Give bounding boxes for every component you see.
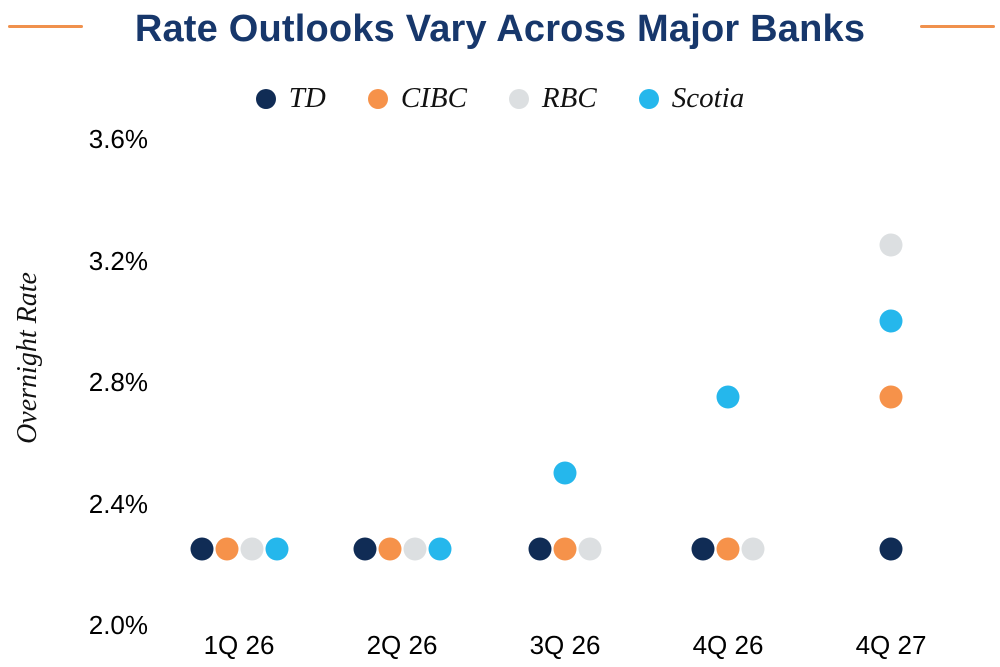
x-tick-label-4q-26: 4Q 26 xyxy=(692,630,764,660)
legend-item-cibc: CIBC xyxy=(367,82,467,114)
y-tick-label-2.0%: 2.0% xyxy=(88,610,148,640)
legend-item-rbc: RBC xyxy=(508,82,597,114)
chart-title: Rate Outlooks Vary Across Major Banks xyxy=(134,8,866,50)
data-point-rbc-2q-26 xyxy=(403,537,426,561)
x-tick-label-4q-27: 4Q 27 xyxy=(855,630,927,660)
x-tick-label-1q-26: 1Q 26 xyxy=(203,630,275,660)
title-rule-left-icon xyxy=(8,25,83,28)
data-point-rbc-4q-26 xyxy=(741,537,765,561)
legend-marker-rbc-icon xyxy=(508,88,529,109)
y-tick-label-2.4%: 2.4% xyxy=(88,488,148,519)
y-tick-label-2.8%: 2.8% xyxy=(88,367,148,397)
data-point-td-3q-26 xyxy=(528,537,552,561)
legend-label-td: TD xyxy=(288,82,326,114)
x-tick-label-2q-26: 2Q 26 xyxy=(366,630,438,660)
data-point-cibc-4q-26 xyxy=(716,537,740,561)
data-point-td-2q-26 xyxy=(353,537,376,561)
data-point-scotia-2q-26 xyxy=(428,537,451,561)
legend-marker-cibc-icon xyxy=(367,88,388,109)
data-point-td-4q-27 xyxy=(879,537,903,561)
title-rule-right-icon xyxy=(920,25,995,28)
x-tick-label-3q-26: 3Q 26 xyxy=(529,630,601,660)
chart-legend: TD CIBC RBC Scotia xyxy=(0,84,1000,113)
data-point-rbc-4q-27 xyxy=(879,233,903,257)
data-point-cibc-3q-26 xyxy=(553,537,577,561)
data-point-cibc-2q-26 xyxy=(378,537,401,561)
y-tick-label-3.6%: 3.6% xyxy=(88,124,148,154)
legend-marker-scotia-icon xyxy=(638,88,659,109)
data-point-rbc-1q-26 xyxy=(240,537,263,561)
data-point-scotia-3q-26 xyxy=(553,461,577,485)
legend-label-scotia: Scotia xyxy=(671,82,745,114)
data-point-rbc-3q-26 xyxy=(578,537,602,561)
y-axis-title: Overnight Rate xyxy=(12,272,43,444)
data-point-scotia-1q-26 xyxy=(265,537,288,561)
data-point-cibc-1q-26 xyxy=(215,537,238,561)
data-point-td-4q-26 xyxy=(691,537,715,561)
legend-marker-td-icon xyxy=(255,88,276,109)
legend-label-cibc: CIBC xyxy=(400,82,467,114)
data-point-td-1q-26 xyxy=(190,537,213,561)
legend-label-rbc: RBC xyxy=(541,82,597,114)
legend-item-scotia: Scotia xyxy=(638,82,745,114)
data-point-scotia-4q-27 xyxy=(879,309,903,333)
y-tick-label-3.2%: 3.2% xyxy=(88,245,148,276)
legend-item-td: TD xyxy=(255,82,326,114)
data-point-scotia-4q-26 xyxy=(716,385,740,409)
data-point-cibc-4q-27 xyxy=(879,385,903,409)
